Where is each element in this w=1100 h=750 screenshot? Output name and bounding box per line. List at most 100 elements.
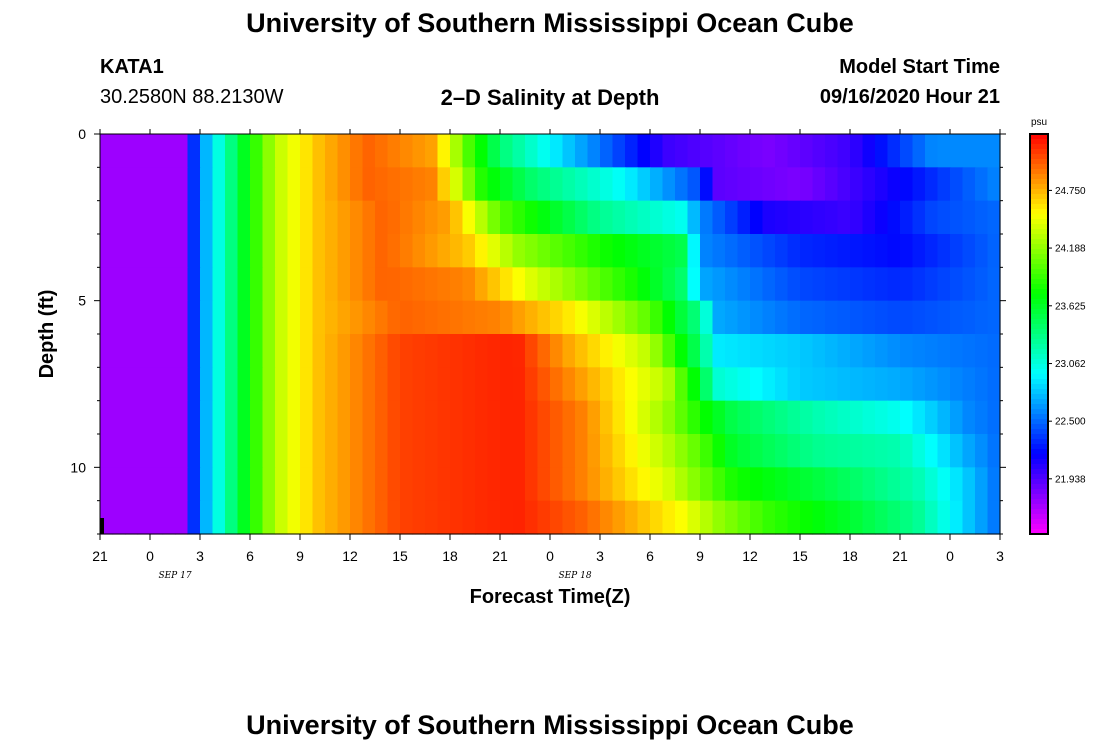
heatmap-cell xyxy=(462,467,476,502)
heatmap-cell xyxy=(537,300,551,335)
colorbar-segment xyxy=(1030,454,1048,460)
heatmap-cell xyxy=(900,334,914,368)
heatmap-cell xyxy=(650,267,664,302)
heatmap-cell xyxy=(512,167,526,202)
colorbar-segment xyxy=(1030,164,1048,170)
heatmap-cell xyxy=(812,267,826,302)
heatmap-cell xyxy=(437,134,451,168)
heatmap-cell xyxy=(487,334,501,368)
heatmap-cell xyxy=(612,200,626,235)
heatmap-cell xyxy=(387,300,401,335)
heatmap-cell xyxy=(662,200,676,235)
heatmap-cell xyxy=(362,267,376,302)
heatmap-cell xyxy=(762,334,776,368)
colorbar-segment xyxy=(1030,254,1048,260)
heatmap-cell xyxy=(500,167,514,202)
heatmap-cell xyxy=(612,500,626,535)
heatmap-cell xyxy=(150,300,164,335)
heatmap-cell xyxy=(675,500,689,535)
heatmap-cell xyxy=(500,400,514,435)
heatmap-cell xyxy=(412,400,426,435)
heatmap-cell xyxy=(150,500,164,535)
heatmap-cell xyxy=(650,167,664,202)
heatmap-cell xyxy=(962,467,976,502)
heatmap-cell xyxy=(900,134,914,168)
heatmap-cell xyxy=(812,200,826,235)
heatmap-cell xyxy=(287,367,301,402)
heatmap-cell xyxy=(637,134,651,168)
y-tick-label: 5 xyxy=(78,293,86,309)
heatmap-cell xyxy=(575,267,589,302)
heatmap-cell xyxy=(112,234,126,268)
colorbar-segment xyxy=(1030,504,1048,510)
heatmap-cell xyxy=(175,367,189,402)
heatmap-cell xyxy=(250,300,264,335)
heatmap-cell xyxy=(637,234,651,268)
heatmap-cell xyxy=(825,167,839,202)
heatmap-cell xyxy=(637,167,651,202)
heatmap-cell xyxy=(862,200,876,235)
heatmap-cell xyxy=(437,234,451,268)
heatmap-cell xyxy=(237,500,251,535)
heatmap-cell xyxy=(662,134,676,168)
heatmap-cell xyxy=(762,434,776,468)
heatmap-cell xyxy=(912,400,926,435)
heatmap-cell xyxy=(137,234,151,268)
heatmap-cell xyxy=(850,367,864,402)
heatmap-cell xyxy=(400,134,414,168)
heatmap-cell xyxy=(475,400,489,435)
heatmap-cell xyxy=(375,267,389,302)
heatmap-cell xyxy=(712,200,726,235)
x-tick-label: 21 xyxy=(892,548,908,564)
heatmap-cell xyxy=(700,434,714,468)
colorbar-segment xyxy=(1030,389,1048,395)
heatmap-cell xyxy=(712,167,726,202)
heatmap-cell xyxy=(337,300,351,335)
heatmap-cell xyxy=(887,200,901,235)
heatmap-cell xyxy=(937,300,951,335)
heatmap-cell xyxy=(437,367,451,402)
heatmap-cell xyxy=(887,267,901,302)
heatmap-cell xyxy=(537,334,551,368)
heatmap-cell xyxy=(412,234,426,268)
heatmap-cell xyxy=(987,334,1001,368)
heatmap-cell xyxy=(375,200,389,235)
heatmap-cell xyxy=(875,500,889,535)
heatmap-cell xyxy=(800,467,814,502)
heatmap-cell xyxy=(962,200,976,235)
heatmap-cell xyxy=(537,467,551,502)
heatmap-cell xyxy=(150,434,164,468)
heatmap-cell xyxy=(287,467,301,502)
heatmap-cell xyxy=(900,167,914,202)
heatmap-cell xyxy=(275,267,289,302)
heatmap-cell xyxy=(750,200,764,235)
heatmap-cell xyxy=(225,467,239,502)
heatmap-cell xyxy=(375,134,389,168)
heatmap-cell xyxy=(912,334,926,368)
heatmap-cell xyxy=(137,167,151,202)
heatmap-cell xyxy=(337,167,351,202)
heatmap-cell xyxy=(925,134,939,168)
heatmap-cell xyxy=(375,434,389,468)
heatmap-cell xyxy=(750,234,764,268)
heatmap-cell xyxy=(737,467,751,502)
heatmap-cell xyxy=(850,267,864,302)
heatmap-cell xyxy=(187,334,201,368)
heatmap-cell xyxy=(975,234,989,268)
x-tick-label: 12 xyxy=(342,548,358,564)
heatmap-cell xyxy=(600,300,614,335)
heatmap-cell xyxy=(850,200,864,235)
heatmap-cell xyxy=(200,400,214,435)
heatmap-cell xyxy=(550,234,564,268)
heatmap-cell xyxy=(687,367,701,402)
heatmap-cell xyxy=(412,367,426,402)
heatmap-cell xyxy=(675,467,689,502)
colorbar-segment xyxy=(1030,174,1048,180)
heatmap-cell xyxy=(562,167,576,202)
heatmap-cell xyxy=(812,500,826,535)
heatmap-cell xyxy=(625,300,639,335)
x-axis: 21 0 3 6 9 12 15 18 21 0 3 6 9 12 15 18 21 0 3 SEP 17 SEP 18 xyxy=(92,129,1004,581)
heatmap-cell xyxy=(937,467,951,502)
heatmap-cell xyxy=(437,467,451,502)
heatmap-cell xyxy=(837,200,851,235)
